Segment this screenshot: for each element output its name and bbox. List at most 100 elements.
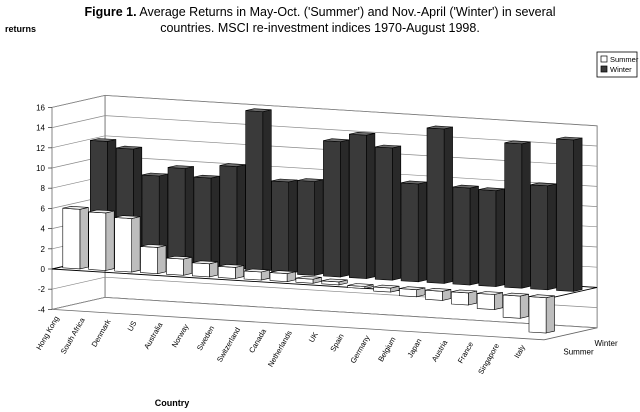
bar-front [269, 272, 288, 283]
y-tick-label: 8 [41, 184, 46, 193]
bar-front [62, 207, 81, 270]
gridline [51, 297, 598, 329]
bar-side [521, 141, 531, 289]
y-tick-label: 14 [36, 124, 45, 133]
bar-side [495, 188, 505, 287]
bar-front [323, 140, 341, 278]
bar-winter [323, 138, 350, 278]
x-tick-label: Netherlands [266, 329, 294, 369]
bar-side [468, 290, 478, 306]
bar-top [528, 294, 555, 299]
x-tick-label: Australia [142, 320, 165, 350]
x-tick-label: South Africa [59, 315, 87, 355]
bar-top [478, 187, 505, 192]
chart-title-line2: countries. MSCI re-investment indices 19… [160, 21, 480, 35]
bar-front [114, 217, 132, 273]
x-tick-label: France [456, 340, 475, 365]
bar-summer [502, 292, 529, 319]
x-tick-label: Sweden [195, 324, 216, 352]
bar-summer [192, 260, 219, 278]
bar-summer [243, 268, 270, 281]
x-tick-label: Denmark [90, 317, 113, 348]
bar-side [340, 139, 350, 278]
legend-swatch [600, 55, 608, 63]
depth-label-summer: Summer [563, 348, 594, 357]
bar-side [288, 179, 298, 275]
bar-top [218, 264, 244, 268]
bar-front [140, 246, 158, 275]
bar-summer [166, 255, 193, 276]
bar-summer [347, 283, 374, 289]
bar-winter [245, 108, 272, 273]
bar-top [451, 289, 477, 294]
x-tick-label: Austria [430, 338, 450, 363]
bar-top [503, 292, 529, 297]
bar-top [477, 291, 503, 295]
bar-side [443, 126, 453, 284]
y-axis-label: returns [5, 24, 36, 34]
bar-top [375, 144, 401, 149]
bar-side [314, 179, 324, 276]
bar-winter [141, 172, 168, 267]
bar-side [236, 164, 246, 271]
bar-side [157, 245, 167, 275]
bar-summer [217, 264, 244, 279]
x-tick-label: Italy [512, 343, 527, 360]
y-tick-label: 4 [41, 225, 46, 234]
bar-side [209, 261, 219, 278]
y-tick-label: 12 [36, 144, 45, 153]
y-tick-label: 16 [36, 103, 45, 112]
bar-side [493, 292, 504, 310]
x-tick-label: Hong Kong [34, 315, 61, 352]
bar-winter [556, 136, 583, 292]
chart-title: Figure 1. Average Returns in May-Oct. ('… [0, 4, 640, 36]
bar-front [478, 189, 497, 287]
bar-front [166, 257, 184, 276]
bar-front [425, 289, 443, 301]
bar-summer [399, 286, 426, 298]
bar-top [245, 108, 272, 113]
y-tick-label: -2 [38, 285, 46, 294]
bar-summer [88, 209, 115, 271]
bar-top [373, 284, 400, 289]
x-tick-label: Belgium [376, 335, 397, 363]
bar-side [391, 145, 402, 281]
bar-summer [425, 287, 452, 301]
bar-front [452, 186, 471, 286]
bar-winter [504, 140, 531, 289]
bar-front [243, 270, 262, 281]
bar-front [271, 180, 290, 275]
bar-winter [478, 187, 505, 287]
bar-top [399, 286, 426, 291]
bar-winter [452, 184, 479, 286]
bar-summer [140, 244, 167, 275]
x-tick-label: Spain [328, 332, 345, 353]
bar-summer [476, 291, 504, 310]
bar-top [347, 283, 374, 287]
bar-top [166, 255, 192, 260]
bar-top [556, 136, 583, 141]
bar-top [295, 275, 322, 280]
bar-winter [297, 178, 324, 276]
x-axis-label: Country [155, 398, 190, 408]
bar-winter [193, 174, 220, 270]
bar-front [556, 138, 574, 292]
legend-label: Winter [610, 65, 632, 74]
bar-top [452, 184, 479, 189]
bar-winter [426, 125, 453, 284]
bar-side [519, 293, 529, 319]
bar-front [450, 291, 469, 306]
bar-winter [219, 163, 246, 271]
legend-swatch [600, 65, 608, 73]
bar-winter [271, 178, 298, 275]
x-tick-label: UK [307, 331, 320, 345]
bar-top [269, 270, 296, 274]
bar-side [79, 207, 89, 270]
bar-front [530, 184, 549, 291]
bar-front [219, 165, 238, 271]
bar-summer [321, 278, 348, 286]
y-tick-label: 0 [41, 265, 46, 274]
bar-front [502, 294, 521, 319]
bar-winter [348, 131, 376, 279]
